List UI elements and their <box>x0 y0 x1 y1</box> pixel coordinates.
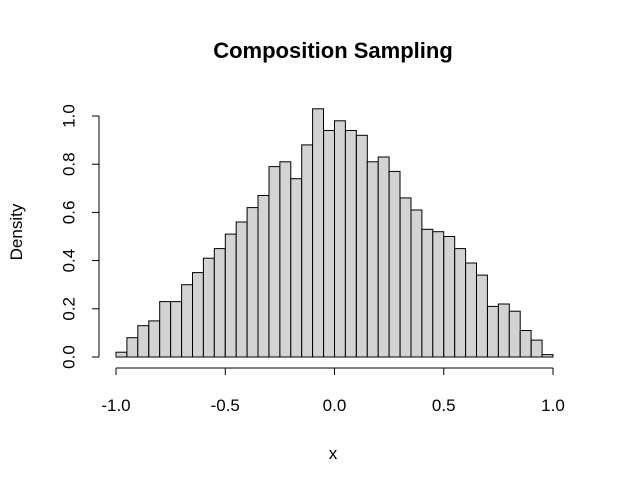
histogram-bar <box>192 272 204 358</box>
histogram-bar <box>487 305 499 358</box>
histogram-bar <box>432 231 445 358</box>
histogram-bar <box>497 303 510 358</box>
histogram-bar <box>399 197 412 358</box>
histogram-bar <box>508 310 521 358</box>
x-axis-label: x <box>329 444 338 463</box>
histogram-bar <box>530 339 543 358</box>
histogram-bar <box>454 248 467 358</box>
histogram-bar <box>366 161 379 358</box>
histogram-bar <box>476 274 488 358</box>
histogram-bar <box>323 130 336 358</box>
histogram-bar <box>541 354 554 358</box>
y-axis: 0.0 0.2 0.4 0.6 0.8 1.0 <box>60 104 100 369</box>
histogram-bar <box>170 301 183 358</box>
x-tick-label: -1.0 <box>101 396 130 415</box>
histogram-bars <box>115 108 554 358</box>
histogram-bar <box>290 178 303 358</box>
histogram-bar <box>115 351 128 358</box>
histogram-bar <box>334 120 346 358</box>
y-tick-label: 0.4 <box>60 249 79 273</box>
histogram-bar <box>519 330 532 358</box>
histogram-bar <box>159 301 172 358</box>
histogram-bar <box>377 156 390 358</box>
histogram-bar <box>148 320 161 358</box>
x-tick-label: 0.5 <box>432 396 456 415</box>
y-tick-label: 0.2 <box>60 297 79 321</box>
histogram-bar <box>301 144 314 358</box>
histogram-bar <box>312 108 325 358</box>
histogram-bar <box>443 236 456 358</box>
histogram-bar <box>202 257 215 358</box>
histogram-bar <box>268 166 281 358</box>
histogram-bar <box>344 130 357 358</box>
histogram-bar <box>213 248 226 358</box>
chart-title: Composition Sampling <box>213 38 453 63</box>
x-tick-label: 0.0 <box>323 396 347 415</box>
histogram-bar <box>421 228 434 358</box>
y-tick-label: 1.0 <box>60 104 79 128</box>
histogram-bar <box>235 221 248 358</box>
histogram-bar <box>355 134 368 358</box>
y-tick-label: 0.0 <box>60 345 79 369</box>
histogram-bar <box>246 207 259 358</box>
histogram-bar <box>224 233 237 358</box>
histogram-bar <box>279 161 292 358</box>
x-axis: -1.0 -0.5 0.0 0.5 1.0 <box>101 367 565 415</box>
histogram-bar <box>388 170 401 358</box>
histogram-bar <box>126 337 139 358</box>
y-axis-label: Density <box>7 203 26 260</box>
y-tick-label: 0.6 <box>60 201 79 225</box>
histogram-bar <box>181 284 194 358</box>
x-tick-label: -0.5 <box>211 396 240 415</box>
histogram-bar <box>465 262 478 358</box>
histogram-bar <box>410 209 423 358</box>
histogram-bar <box>257 195 270 358</box>
x-tick-label: 1.0 <box>541 396 565 415</box>
histogram-bar <box>137 325 150 358</box>
y-tick-label: 0.8 <box>60 152 79 176</box>
